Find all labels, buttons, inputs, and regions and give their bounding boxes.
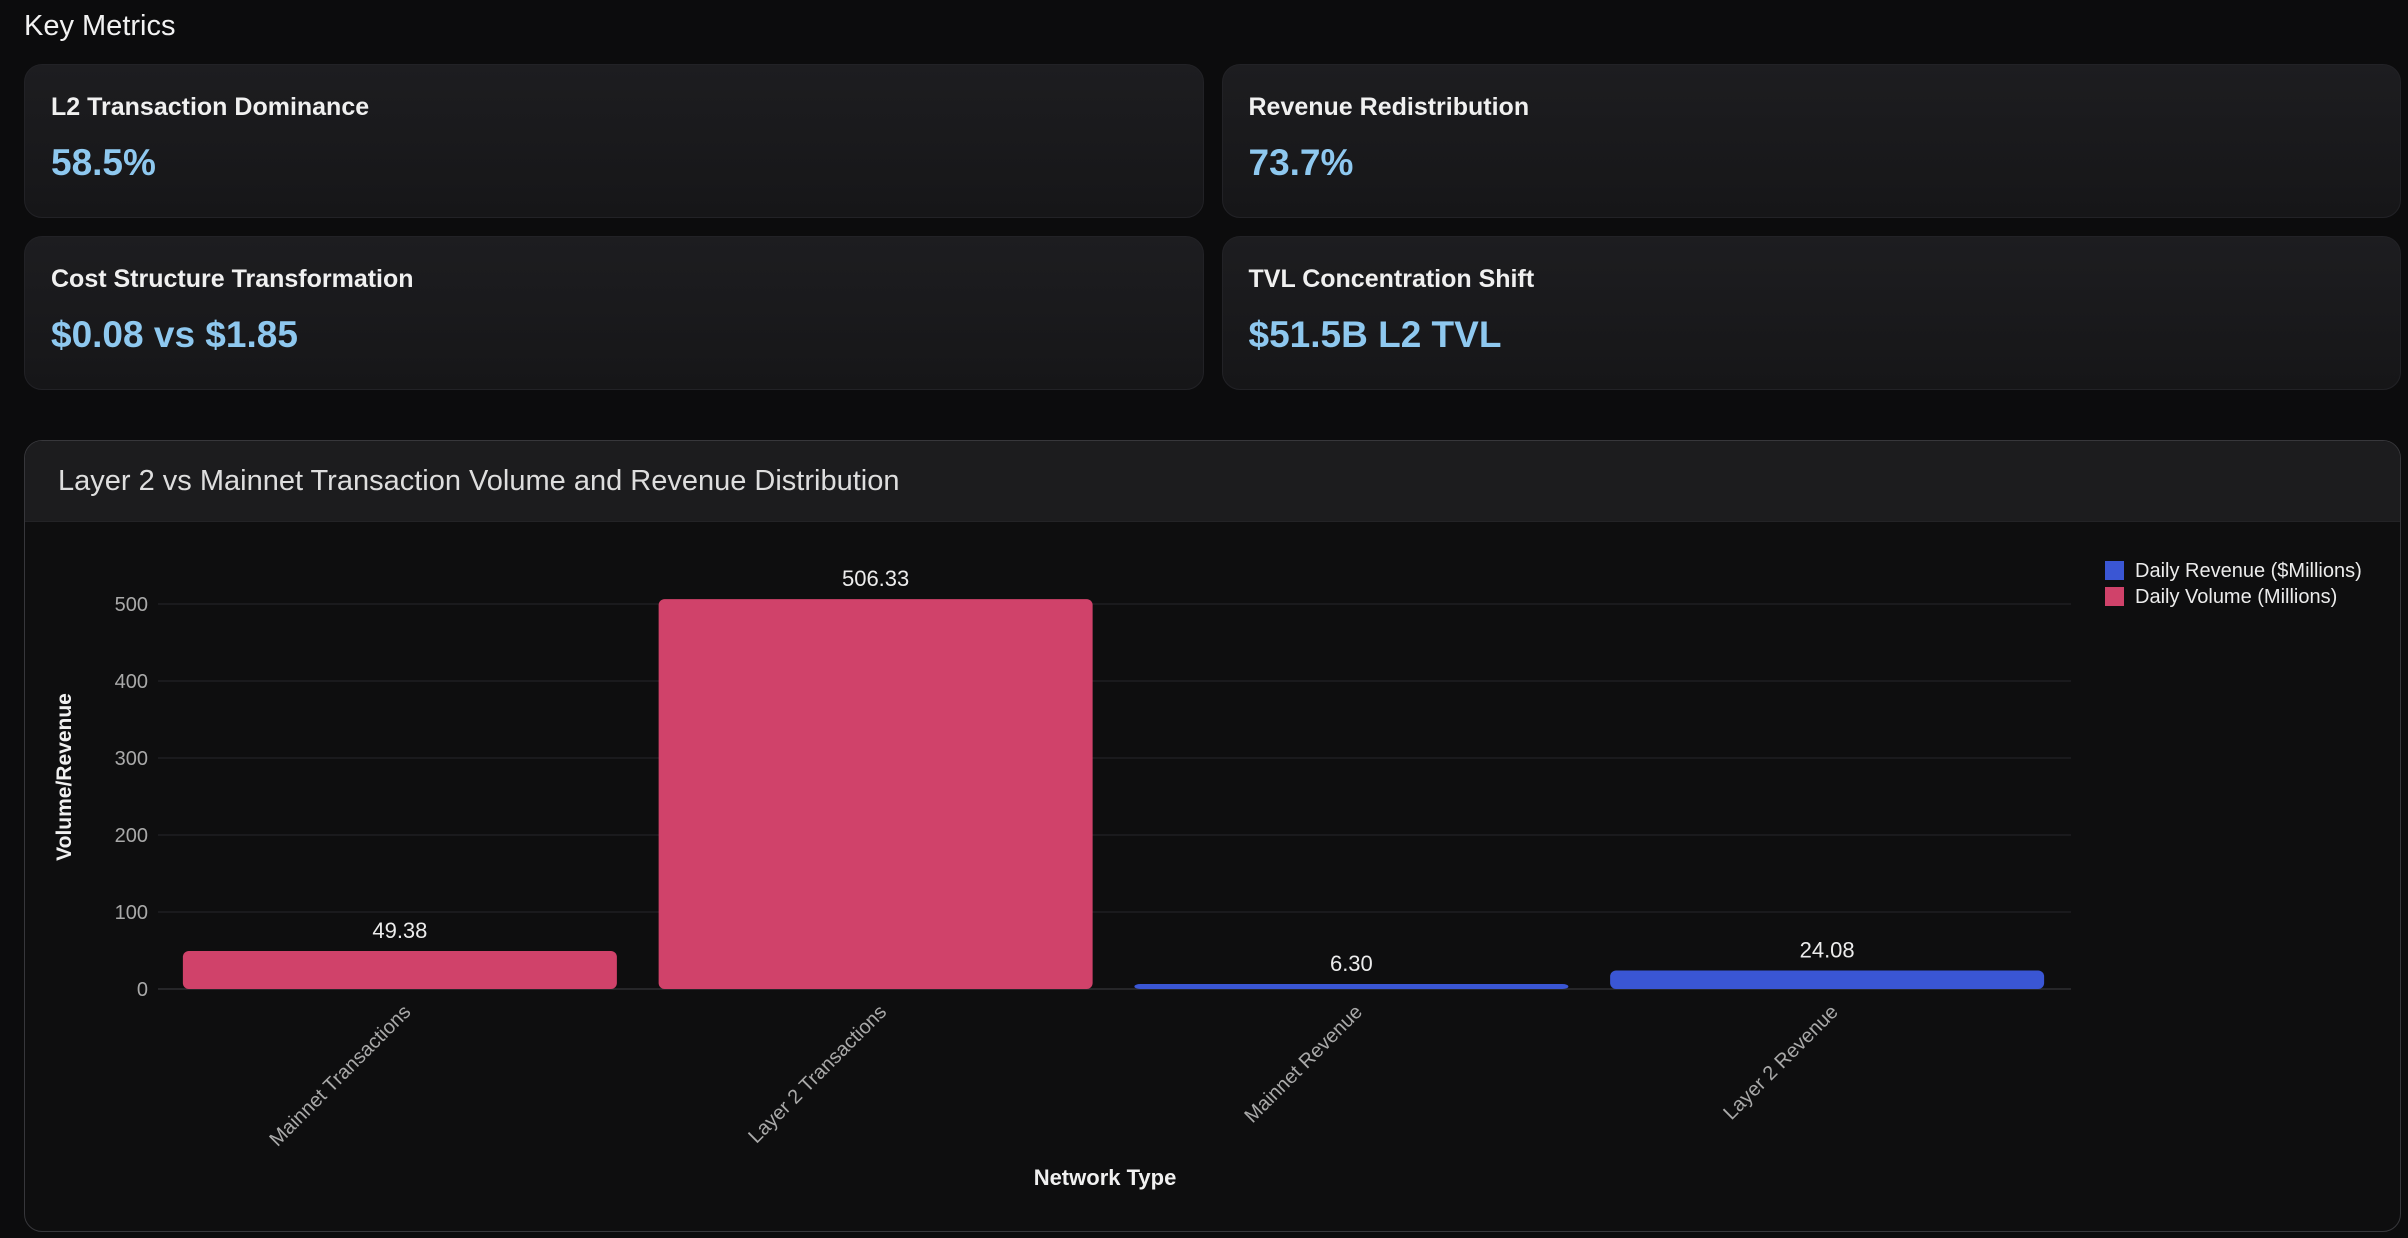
- data-label: 49.38: [372, 918, 427, 943]
- x-tick-label: Layer 2 Revenue: [1719, 1001, 1842, 1124]
- x-tick-label: Layer 2 Transactions: [744, 1001, 891, 1148]
- y-tick-label: 200: [115, 825, 148, 847]
- metric-card-tvl-shift: TVL Concentration Shift $51.5B L2 TVL: [1221, 236, 2401, 390]
- data-label: 24.08: [1800, 937, 1855, 962]
- metric-label: Revenue Redistribution: [1248, 93, 1530, 121]
- bar-layer-2-revenue: [1610, 970, 2045, 989]
- metric-value: $0.08 vs $1.85: [51, 314, 298, 355]
- chart-body: 0 100 200 300 400 500 Volume/Revenue Network Ty…: [25, 441, 2400, 1231]
- metric-value: 58.5%: [51, 142, 156, 183]
- y-tick-label: 300: [115, 748, 148, 770]
- x-axis-title: Network Type: [1034, 1165, 1177, 1190]
- metric-card-revenue-redistribution: Revenue Redistribution 73.7%: [1221, 64, 2401, 218]
- metric-card-cost-structure: Cost Structure Transformation $0.08 vs $…: [24, 236, 1204, 390]
- y-tick-label: 500: [115, 594, 148, 616]
- y-axis-title: Volume/Revenue: [53, 693, 76, 861]
- metric-label: TVL Concentration Shift: [1248, 265, 1535, 293]
- metric-label: Cost Structure Transformation: [51, 265, 414, 293]
- metric-label: L2 Transaction Dominance: [51, 93, 370, 121]
- metric-value: 73.7%: [1248, 142, 1354, 183]
- legend-swatch: [2105, 561, 2124, 580]
- legend-label: Daily Revenue ($Millions): [2135, 560, 2362, 582]
- chart-title: Layer 2 vs Mainnet Transaction Volume an…: [25, 441, 2400, 522]
- bar-mainnet-revenue: [1134, 984, 1569, 989]
- legend-label: Daily Volume (Millions): [2135, 586, 2337, 608]
- metric-value: $51.5B L2 TVL: [1248, 314, 1502, 355]
- metrics-grid: L2 Transaction Dominance 58.5% Revenue R…: [24, 64, 2401, 390]
- x-tick-label: Mainnet Transactions: [265, 1001, 415, 1151]
- y-tick-label: 400: [115, 671, 148, 693]
- legend-swatch: [2105, 587, 2124, 606]
- bar-layer-2-transactions: [658, 599, 1093, 989]
- section-title: Key Metrics: [24, 10, 176, 42]
- bar-chart: 0 100 200 300 400 500 Volume/Revenue Network Ty…: [53, 560, 2362, 1190]
- data-label: 6.30: [1330, 951, 1373, 976]
- bar-mainnet-transactions: [182, 950, 617, 989]
- x-tick-label: Mainnet Revenue: [1240, 1001, 1366, 1127]
- chart-panel: Layer 2 vs Mainnet Transaction Volume an…: [24, 440, 2401, 1232]
- y-tick-label: 0: [137, 979, 148, 1001]
- data-label: 506.33: [842, 566, 909, 591]
- y-tick-label: 100: [115, 902, 148, 924]
- metric-card-l2-dominance: L2 Transaction Dominance 58.5%: [24, 64, 1204, 218]
